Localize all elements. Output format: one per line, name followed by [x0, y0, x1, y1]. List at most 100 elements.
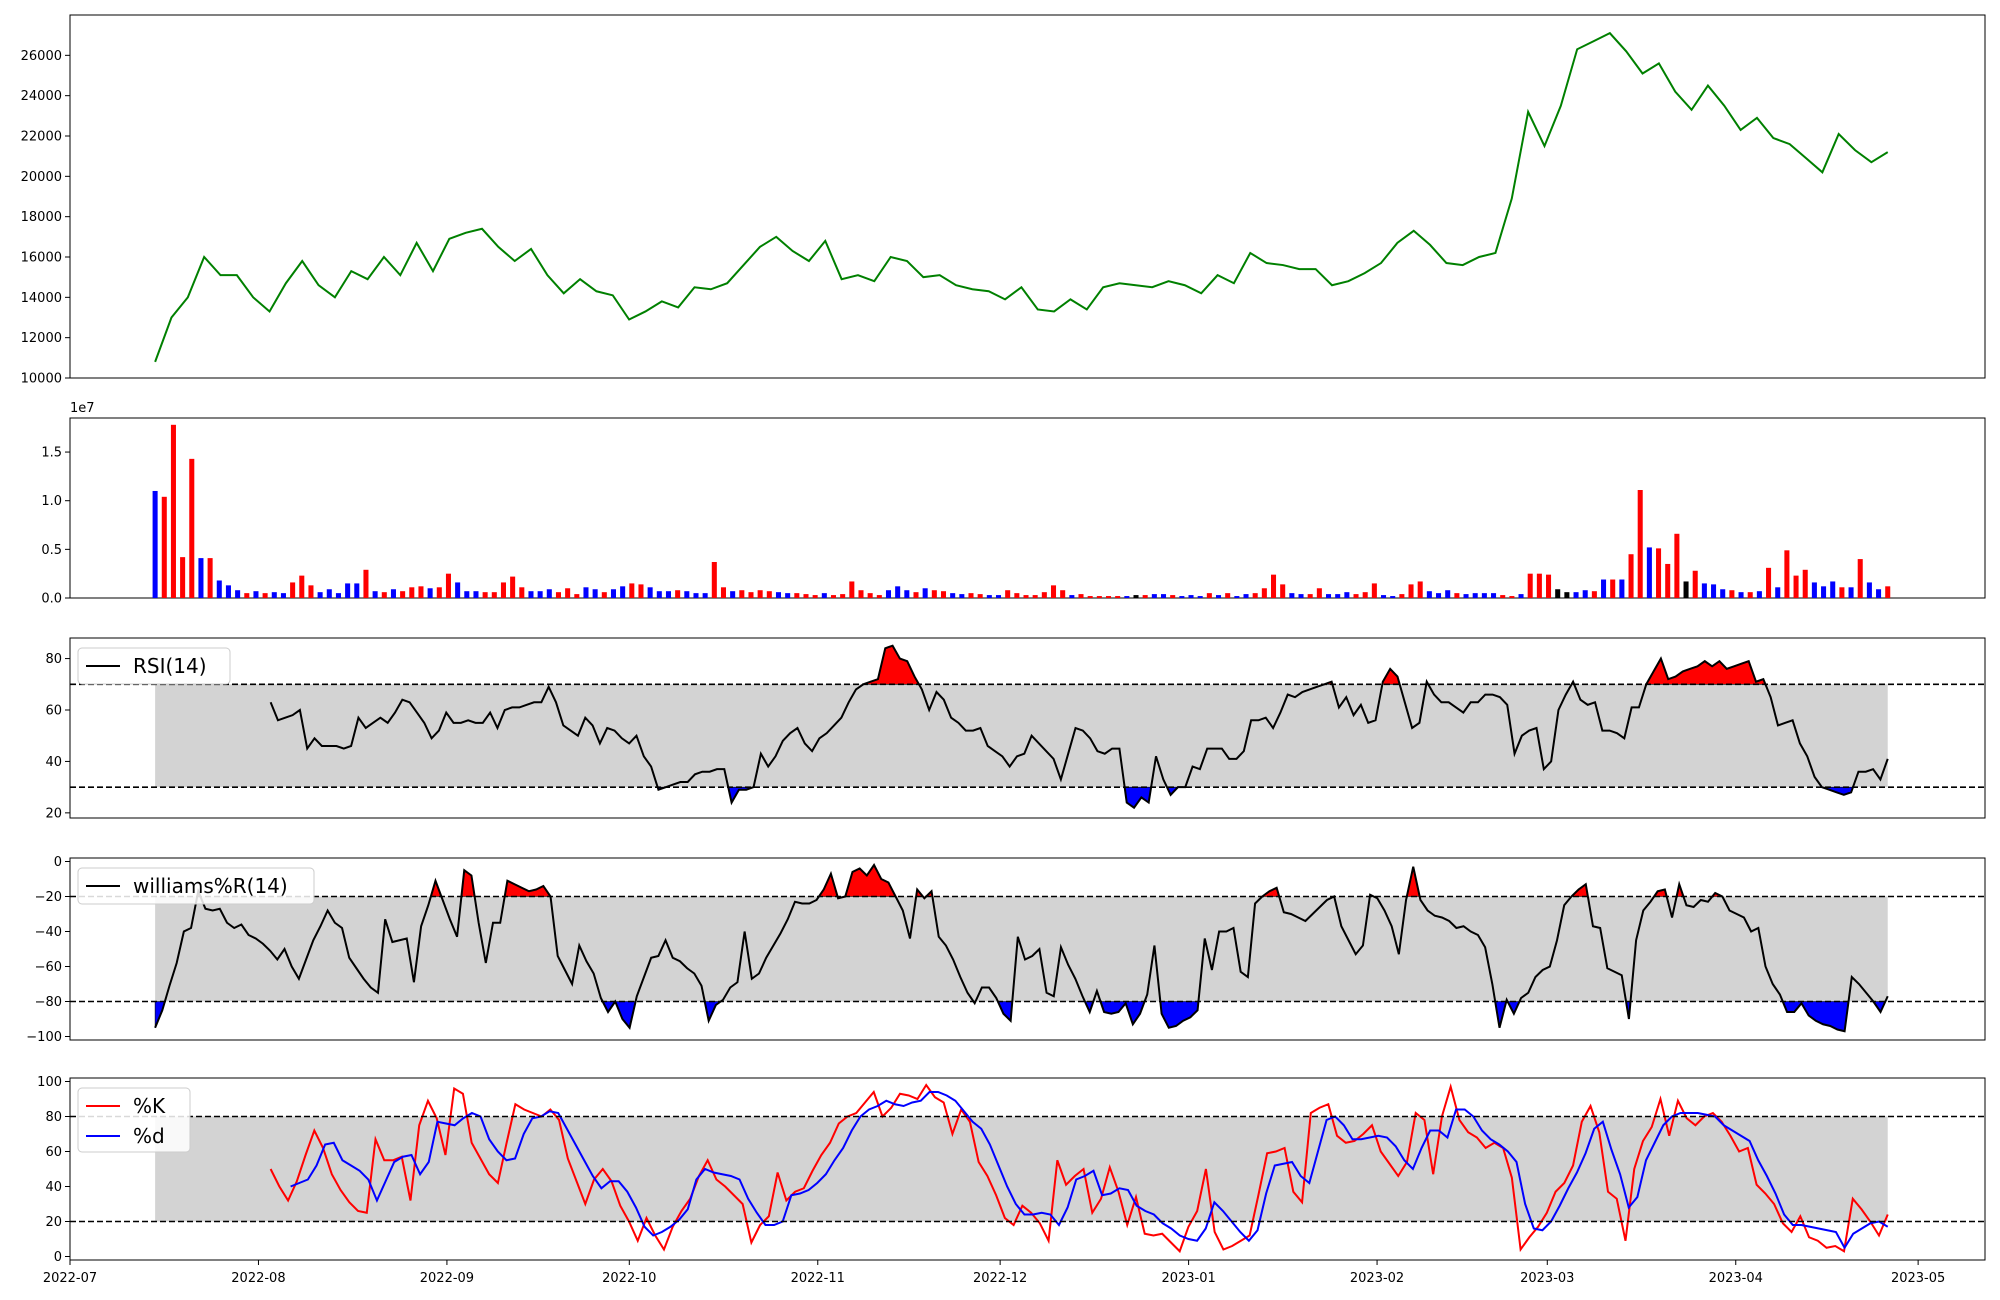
volume-bar [1280, 584, 1286, 598]
volume-bar [519, 587, 525, 598]
volume-bar [510, 576, 516, 598]
volume-bar [1848, 587, 1854, 598]
volume-bar [876, 595, 882, 598]
volume-bar [922, 588, 928, 598]
volume-bar [995, 595, 1002, 598]
y-tick-label: 20 [45, 806, 62, 821]
volume-bar [757, 590, 763, 598]
volume-bar [1793, 575, 1799, 598]
legend-label: %d [133, 1124, 165, 1148]
x-tick-label: 2022-07 [43, 1271, 97, 1286]
volume-bar [904, 590, 910, 598]
legend-box [77, 647, 231, 685]
volume-bar [977, 594, 983, 598]
volume-bar [1087, 596, 1093, 598]
x-tick-label: 2023-05 [1891, 1271, 1945, 1286]
volume-bar [1050, 585, 1057, 598]
stochastic-frame [69, 1077, 1986, 1261]
volume-bar [1546, 574, 1552, 598]
y-tick-label: 0.5 [41, 543, 62, 558]
rsi-panel: 20 40 60 80 RSI(14) [45, 637, 1986, 821]
volume-bar [1784, 550, 1790, 598]
volume-bar [528, 591, 534, 598]
volume-bar [565, 588, 571, 598]
volume-bar [1830, 581, 1836, 598]
volume-bar [1692, 570, 1698, 598]
volume-bar [629, 583, 635, 598]
volume-bar [1646, 547, 1652, 598]
volume-bar [1096, 596, 1102, 598]
y-tick-label: 100 [37, 1075, 62, 1090]
volume-bar [785, 593, 791, 598]
volume-bar [418, 586, 424, 598]
volume-bar [189, 458, 195, 598]
williams-frame [69, 857, 1986, 1041]
volume-bar [299, 575, 305, 598]
y-tick-label: 20000 [21, 170, 62, 185]
volume-bar [180, 557, 186, 598]
volume-bar [1720, 589, 1726, 598]
volume-bar [1197, 596, 1203, 598]
volume-bar [555, 592, 561, 598]
volume-bar [1674, 533, 1680, 598]
volume-exponent-label: 1e7 [70, 401, 95, 416]
volume-bar [950, 593, 956, 598]
volume-bar [849, 581, 855, 598]
y-tick-label: −60 [35, 960, 62, 975]
y-tick-label: 0 [54, 855, 62, 870]
volume-bar [290, 582, 296, 598]
volume-bar [775, 592, 782, 598]
y-tick-label: 26000 [21, 49, 62, 64]
volume-bar [1601, 579, 1607, 598]
y-tick-label: 0.0 [41, 592, 62, 607]
williams-line [154, 863, 1889, 1033]
volume-bar [1206, 593, 1212, 598]
volume-bar [574, 594, 580, 598]
x-tick-label: 2022-10 [602, 1271, 656, 1286]
volume-bar [1417, 581, 1423, 598]
volume-bar [1234, 596, 1240, 598]
volume-bar [244, 593, 250, 598]
volume-bar [1885, 586, 1891, 598]
x-tick-label: 2022-12 [973, 1271, 1027, 1286]
volume-bar [1463, 594, 1469, 598]
volume-bar [1353, 594, 1359, 598]
volume-bar [1252, 593, 1258, 598]
volume-bar [372, 591, 378, 598]
volume-bar [1536, 573, 1542, 598]
y-tick-label: 60 [45, 1145, 62, 1160]
volume-bar [1656, 548, 1662, 598]
x-tick-label: 2023-01 [1161, 1271, 1215, 1286]
volume-bar [620, 586, 626, 598]
volume-bar [1179, 596, 1185, 598]
volume-bar [1289, 593, 1295, 598]
rsi-overbought-fill [863, 645, 920, 685]
y-tick-label: 40 [45, 755, 62, 770]
volume-bar [390, 589, 396, 598]
volume-bar [940, 591, 947, 598]
volume-bar [1390, 596, 1396, 598]
volume-bar [427, 588, 433, 598]
volume-bar [1170, 595, 1176, 598]
y-tick-label: 14000 [21, 291, 62, 306]
volume-bar [711, 562, 717, 598]
volume-bar [1041, 592, 1047, 598]
volume-bar [1573, 592, 1579, 598]
y-tick-label: 22000 [21, 130, 62, 145]
volume-bar [271, 592, 277, 598]
volume-bar [1133, 595, 1139, 598]
volume-bar [464, 591, 470, 598]
volume-bar [363, 569, 369, 598]
volume-bar [583, 587, 589, 598]
y-tick-label: 80 [45, 652, 62, 667]
volume-bar [409, 587, 415, 598]
volume-bar [1142, 595, 1148, 598]
y-tick-label: 1.5 [41, 446, 62, 461]
volume-bar [858, 590, 864, 598]
volume-bar [1399, 594, 1405, 598]
volume-bar [1381, 595, 1387, 598]
volume-bar [491, 592, 497, 598]
volume-bar [1023, 595, 1029, 598]
volume-bar [610, 589, 616, 598]
